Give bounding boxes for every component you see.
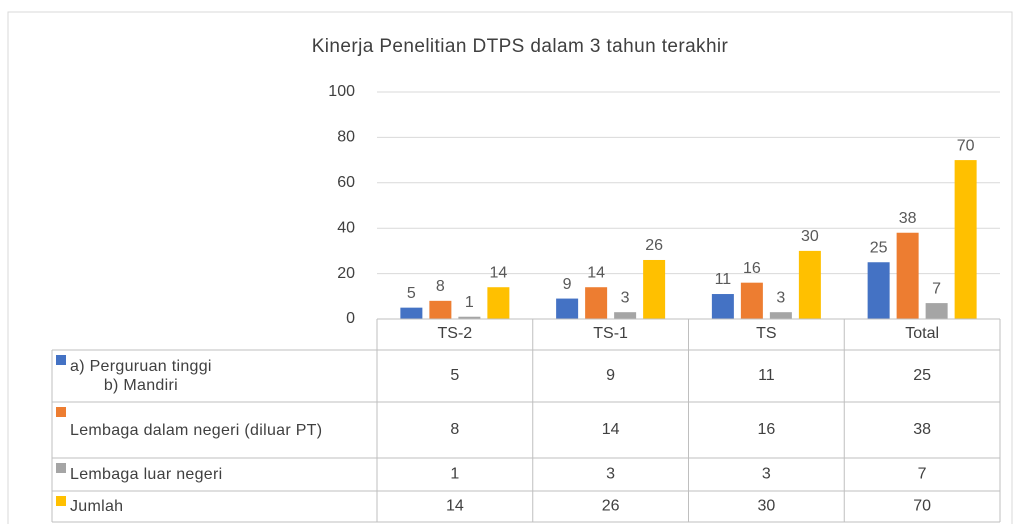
legend-label: Lembaga luar negeri xyxy=(70,466,223,483)
x-tick-label: Total xyxy=(905,325,939,342)
table-cell: 38 xyxy=(913,421,931,438)
chart-title: Kinerja Penelitian DTPS dalam 3 tahun te… xyxy=(312,36,729,57)
y-tick-label: 60 xyxy=(337,174,355,191)
table-cell: 9 xyxy=(606,367,615,384)
data-label: 3 xyxy=(776,289,785,306)
table-cell: 3 xyxy=(606,466,615,483)
data-label: 5 xyxy=(407,285,416,302)
x-tick-label: TS xyxy=(756,325,776,342)
y-tick-label: 0 xyxy=(346,310,355,327)
legend-label: a) Perguruan tinggi b) Mandiri xyxy=(70,358,212,394)
table-cell: 8 xyxy=(450,421,459,438)
x-tick-label: TS-1 xyxy=(593,325,628,342)
bar xyxy=(867,262,890,319)
table-cell: 70 xyxy=(913,498,931,515)
legend-key xyxy=(56,496,66,506)
table-cell: 30 xyxy=(757,498,775,515)
bar xyxy=(487,287,510,319)
data-label: 7 xyxy=(932,280,941,297)
legend-entry: Lembaga luar negeri xyxy=(56,458,374,491)
data-label: 26 xyxy=(645,237,663,254)
bar xyxy=(954,160,977,319)
legend-entry: Lembaga dalam negeri (diluar PT) xyxy=(56,402,374,458)
data-label: 70 xyxy=(957,137,975,154)
data-label: 14 xyxy=(489,264,507,281)
data-label: 38 xyxy=(899,210,917,227)
bar xyxy=(769,312,792,319)
x-tick-label: TS-2 xyxy=(438,325,473,342)
bar xyxy=(400,307,423,319)
y-tick-label: 20 xyxy=(337,265,355,282)
bar xyxy=(925,303,948,319)
bar xyxy=(429,300,452,319)
y-tick-label: 80 xyxy=(337,129,355,146)
legend-entry: Jumlah xyxy=(56,491,374,522)
bar xyxy=(740,282,763,319)
table-cell: 1 xyxy=(450,466,459,483)
y-tick-label: 40 xyxy=(337,219,355,236)
legend-entry: a) Perguruan tinggi b) Mandiri xyxy=(56,350,374,402)
table-cell: 11 xyxy=(758,367,775,384)
table-cell: 26 xyxy=(602,498,620,515)
chart-border xyxy=(7,11,1013,524)
table-cell: 3 xyxy=(762,466,771,483)
table-cell: 7 xyxy=(918,466,927,483)
data-label: 11 xyxy=(715,271,732,288)
data-label: 9 xyxy=(563,276,572,293)
data-label: 30 xyxy=(801,228,819,245)
bar xyxy=(711,294,734,319)
table-cell: 16 xyxy=(757,421,775,438)
data-label: 16 xyxy=(743,260,761,277)
data-label: 14 xyxy=(587,264,605,281)
legend-key xyxy=(56,407,66,417)
table-cell: 5 xyxy=(450,367,459,384)
bar xyxy=(896,232,919,319)
legend-label: Jumlah xyxy=(70,498,124,515)
table-cell: 14 xyxy=(446,498,464,515)
bar xyxy=(798,250,821,319)
bar xyxy=(585,287,608,319)
data-label: 25 xyxy=(870,239,888,256)
bar xyxy=(556,298,579,319)
data-label: 3 xyxy=(621,289,630,306)
table-cell: 25 xyxy=(913,367,931,384)
y-tick-label: 100 xyxy=(328,83,355,100)
data-label: 1 xyxy=(465,294,474,311)
bar xyxy=(643,259,666,319)
legend-label: Lembaga dalam negeri (diluar PT) xyxy=(70,421,323,439)
table-cell: 14 xyxy=(602,421,620,438)
legend-key xyxy=(56,463,66,473)
legend-key xyxy=(56,355,66,365)
bar xyxy=(458,316,481,319)
data-label: 8 xyxy=(436,278,445,295)
bar xyxy=(614,312,637,319)
